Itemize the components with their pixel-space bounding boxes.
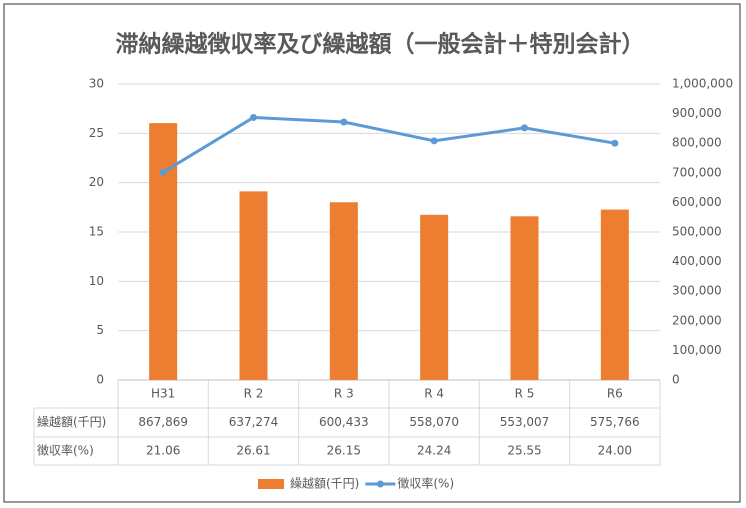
table-cell: 553,007	[500, 415, 550, 429]
line-marker	[430, 137, 438, 145]
line-marker	[521, 124, 528, 132]
bar	[329, 202, 358, 380]
bar	[510, 216, 539, 380]
y2-tick-label: 0	[672, 373, 680, 387]
y2-tick-label: 200,000	[672, 313, 722, 327]
y-tick-label: 25	[89, 126, 104, 140]
y2-tick-label: 100,000	[672, 343, 722, 357]
y2-tick-label: 400,000	[672, 254, 722, 268]
line-marker	[611, 139, 619, 147]
x-tick-label: R 2	[244, 387, 264, 401]
line-marker	[340, 118, 348, 126]
table-cell: 24.00	[598, 444, 632, 458]
table-cell: 26.15	[327, 444, 361, 458]
y2-tick-label: 700,000	[672, 165, 722, 179]
legend-swatch	[258, 479, 284, 489]
legend-label: 徴収率(%)	[397, 476, 454, 491]
x-tick-label: R 3	[334, 387, 354, 401]
x-tick-label: R 5	[515, 387, 535, 401]
bar	[239, 191, 268, 380]
bar	[149, 123, 178, 380]
y2-tick-label: 800,000	[672, 136, 722, 150]
bar	[600, 209, 629, 380]
table-cell: 26.61	[236, 444, 270, 458]
line-marker	[250, 113, 257, 121]
chart-title: 滞納繰越徴収率及び繰越額（一般会計＋特別会計）	[116, 31, 645, 58]
y-tick-label: 15	[89, 225, 104, 239]
x-tick-label: R 4	[424, 387, 444, 401]
y2-tick-label: 300,000	[672, 284, 722, 298]
legend-swatch	[376, 480, 384, 488]
table-cell: 25.55	[507, 444, 541, 458]
legend-label: 繰越額(千円)	[290, 477, 359, 491]
line-marker	[159, 168, 167, 176]
y-tick-label: 10	[89, 274, 104, 288]
table-row-label: 繰越額(千円)	[37, 415, 106, 429]
y-tick-label: 20	[89, 175, 104, 189]
table-cell: 600,433	[319, 415, 369, 429]
line	[162, 115, 616, 174]
x-tick-label: R6	[607, 387, 623, 401]
table-cell: 24.24	[417, 444, 451, 458]
table-cell: 558,070	[409, 415, 459, 429]
table-cell: 867,869	[138, 415, 188, 429]
x-tick-label: H31	[151, 387, 175, 401]
y2-tick-label: 1,000,000	[672, 77, 733, 91]
table-cell: 21.06	[146, 444, 180, 458]
y2-tick-label: 600,000	[672, 195, 722, 209]
table-row-label: 徴収率(%)	[37, 443, 94, 458]
y-tick-label: 30	[89, 77, 104, 91]
table-cell: 637,274	[229, 415, 279, 429]
y2-tick-label: 500,000	[672, 225, 722, 239]
y-tick-label: 0	[96, 373, 104, 387]
bar	[420, 214, 449, 380]
y2-tick-label: 900,000	[672, 106, 722, 120]
y-tick-label: 5	[96, 323, 104, 337]
table-cell: 575,766	[590, 415, 640, 429]
